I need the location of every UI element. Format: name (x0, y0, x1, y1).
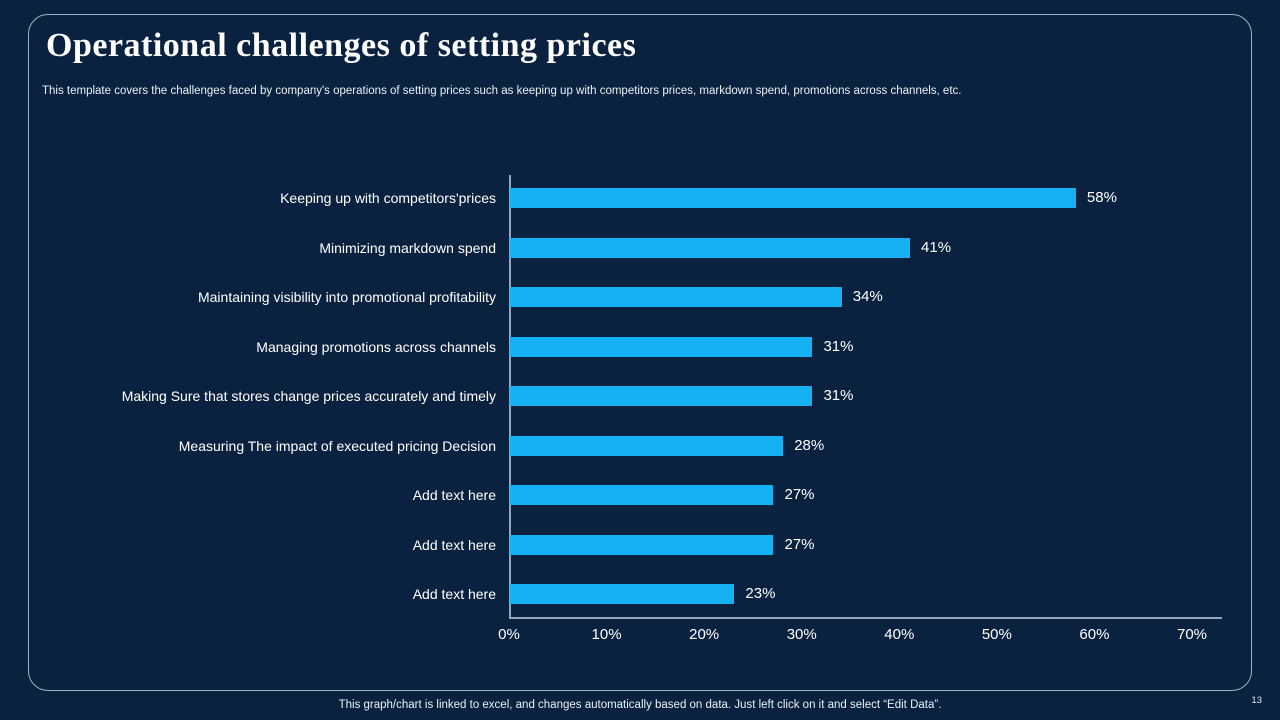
slide-border-frame (28, 14, 1252, 691)
value-label: 58% (1086, 189, 1117, 206)
category-label: Maintaining visibility into promotional … (197, 289, 496, 305)
value-label: 27% (784, 535, 815, 553)
value-label: 41% (921, 238, 952, 256)
bar[interactable] (510, 287, 842, 307)
category-label: Minimizing markdown spend (319, 239, 496, 256)
bar[interactable] (510, 534, 774, 555)
value-label: 27% (784, 486, 815, 503)
x-tick-label: 40% (884, 626, 915, 643)
bar[interactable] (510, 485, 774, 505)
bar[interactable] (510, 336, 813, 357)
category-label: Measuring The impact of executed pricing… (178, 437, 496, 454)
value-label: 34% (852, 288, 883, 305)
category-label: Add text here (412, 586, 496, 602)
x-tick-label: 0% (498, 626, 520, 643)
bar[interactable] (510, 188, 1076, 208)
page-title: Operational challenges of setting prices (46, 27, 637, 64)
x-tick-label: 70% (1176, 626, 1208, 643)
category-label: Add text here (412, 487, 496, 503)
page-number: 13 (1251, 695, 1262, 706)
x-tick-label: 30% (786, 626, 817, 643)
x-tick-label: 60% (1079, 626, 1110, 643)
bar[interactable] (510, 237, 911, 258)
bar[interactable] (510, 584, 735, 604)
x-tick-label: 10% (591, 626, 622, 643)
category-label: Managing promotions across channels (256, 338, 496, 355)
bar[interactable] (510, 386, 813, 406)
value-label: 23% (745, 585, 776, 602)
y-axis-line (509, 175, 511, 618)
bar[interactable] (510, 435, 784, 456)
x-tick-label: 50% (981, 626, 1012, 643)
slide-subtitle: This template covers the challenges face… (42, 85, 962, 97)
value-label: 31% (823, 387, 854, 404)
category-label: Keeping up with competitors'prices (280, 190, 496, 206)
x-tick-label: 20% (689, 626, 720, 643)
category-label: Add text here (412, 536, 496, 553)
value-label: 31% (823, 337, 854, 355)
x-axis-line (509, 617, 1222, 619)
category-label: Making Sure that stores change prices ac… (121, 388, 496, 404)
footer-note: This graph/chart is linked to excel, and… (338, 699, 942, 711)
value-label: 28% (794, 436, 825, 454)
